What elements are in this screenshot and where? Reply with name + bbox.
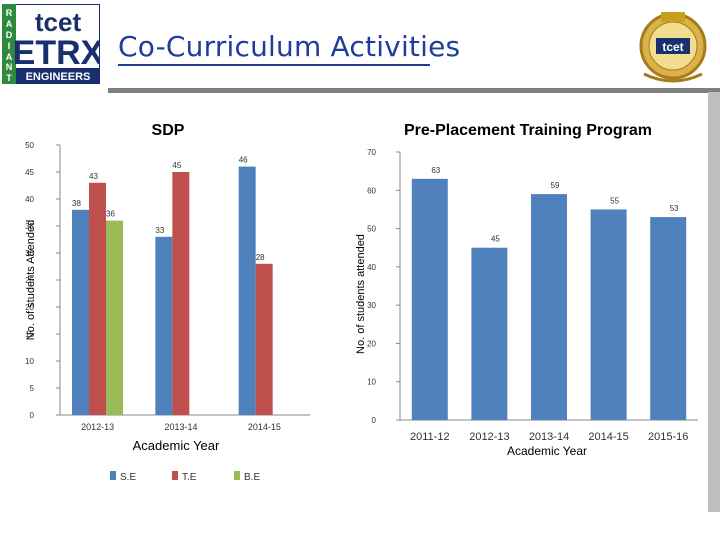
bar bbox=[238, 166, 256, 415]
legend-swatch bbox=[172, 471, 178, 480]
x-axis-label: Academic Year bbox=[507, 444, 587, 458]
svg-text:A: A bbox=[6, 52, 13, 62]
legend-label: S.E bbox=[120, 472, 136, 483]
title-underline bbox=[118, 64, 430, 66]
x-tick-label: 2011-12 bbox=[410, 431, 450, 443]
data-label: 43 bbox=[89, 172, 98, 181]
x-tick-label: 2015-16 bbox=[648, 431, 688, 443]
x-tick-label: 2014-15 bbox=[248, 422, 281, 432]
data-label: 63 bbox=[431, 166, 440, 175]
bar bbox=[650, 217, 687, 420]
svg-text:D: D bbox=[6, 30, 13, 40]
bar bbox=[471, 247, 508, 420]
data-label: 28 bbox=[256, 253, 265, 262]
y-tick-label: 40 bbox=[367, 263, 376, 272]
bar bbox=[411, 178, 448, 420]
y-tick-label: 40 bbox=[25, 195, 34, 204]
y-tick-label: 10 bbox=[367, 378, 376, 387]
data-label: 45 bbox=[491, 235, 500, 244]
logo-bottom-text: ENGINEERS bbox=[26, 71, 91, 83]
data-label: 33 bbox=[155, 226, 164, 235]
chart-title: SDP bbox=[152, 122, 185, 139]
y-tick-label: 35 bbox=[25, 222, 34, 231]
data-label: 38 bbox=[72, 199, 81, 208]
y-tick-label: 0 bbox=[30, 411, 35, 420]
page-title: Co-Curriculum Activities bbox=[118, 30, 461, 63]
logo-top-text: tcet bbox=[35, 7, 82, 37]
pre-placement-chart: Pre-Placement Training Program 0 10 20 30 40 5… bbox=[355, 122, 698, 458]
logo-main-text: ETRX bbox=[13, 34, 100, 72]
tcet-crest-logo: tcet bbox=[639, 12, 707, 83]
legend-label: B.E bbox=[244, 472, 260, 483]
bar bbox=[590, 209, 627, 420]
x-axis-label: Academic Year bbox=[133, 438, 220, 453]
y-axis-label: No. of students Attended bbox=[25, 220, 37, 340]
x-tick-label: 2012-13 bbox=[469, 431, 509, 443]
y-tick-label: 70 bbox=[367, 148, 376, 157]
y-tick-label: 30 bbox=[367, 301, 376, 310]
tcet-etrx-logo: R A D I A N T tcet ETRX ENGINEERS bbox=[2, 4, 100, 84]
data-label: 53 bbox=[670, 204, 679, 213]
data-label: 59 bbox=[551, 181, 560, 190]
bar bbox=[155, 236, 173, 415]
crest-text: tcet bbox=[662, 40, 683, 54]
side-bar-decoration bbox=[708, 92, 720, 512]
y-tick-label: 10 bbox=[25, 357, 34, 366]
y-tick-label: 50 bbox=[367, 225, 376, 234]
bar bbox=[255, 263, 273, 415]
y-tick-label: 20 bbox=[25, 303, 34, 312]
data-label: 55 bbox=[610, 196, 619, 205]
sdp-chart: SDP 0 5 10 15 20 25 30 35 40 45 50 2012-13 38 43 36 2013… bbox=[25, 122, 310, 483]
x-tick-label: 2014-15 bbox=[588, 431, 628, 443]
y-tick-label: 5 bbox=[30, 384, 35, 393]
svg-text:I: I bbox=[8, 41, 11, 51]
x-tick-label: 2012-13 bbox=[81, 422, 114, 432]
y-tick-label: 15 bbox=[25, 330, 34, 339]
x-tick-label: 2013-14 bbox=[164, 422, 197, 432]
data-label: 45 bbox=[172, 161, 181, 170]
bar bbox=[89, 182, 106, 415]
x-tick-label: 2013-14 bbox=[529, 431, 569, 443]
data-label: 36 bbox=[106, 210, 115, 219]
bar bbox=[172, 172, 190, 415]
y-axis-label: No. of students attended bbox=[355, 234, 367, 354]
chart-title: Pre-Placement Training Program bbox=[404, 122, 652, 139]
legend-label: T.E bbox=[182, 472, 197, 483]
bar bbox=[106, 220, 123, 415]
bar bbox=[531, 194, 567, 420]
y-tick-label: 20 bbox=[367, 339, 376, 348]
data-label: 46 bbox=[239, 156, 248, 165]
y-tick-label: 60 bbox=[367, 186, 376, 195]
svg-text:A: A bbox=[6, 19, 13, 29]
svg-text:N: N bbox=[6, 62, 13, 72]
bar bbox=[72, 209, 89, 415]
legend-swatch bbox=[234, 471, 240, 480]
svg-text:T: T bbox=[6, 73, 12, 83]
y-tick-label: 45 bbox=[25, 168, 34, 177]
svg-text:R: R bbox=[6, 8, 13, 18]
y-tick-label: 25 bbox=[25, 276, 34, 285]
y-tick-label: 50 bbox=[25, 141, 34, 150]
legend-swatch bbox=[110, 471, 116, 480]
y-tick-label: 0 bbox=[372, 416, 377, 425]
y-tick-label: 30 bbox=[25, 249, 34, 258]
header-divider bbox=[108, 88, 720, 93]
